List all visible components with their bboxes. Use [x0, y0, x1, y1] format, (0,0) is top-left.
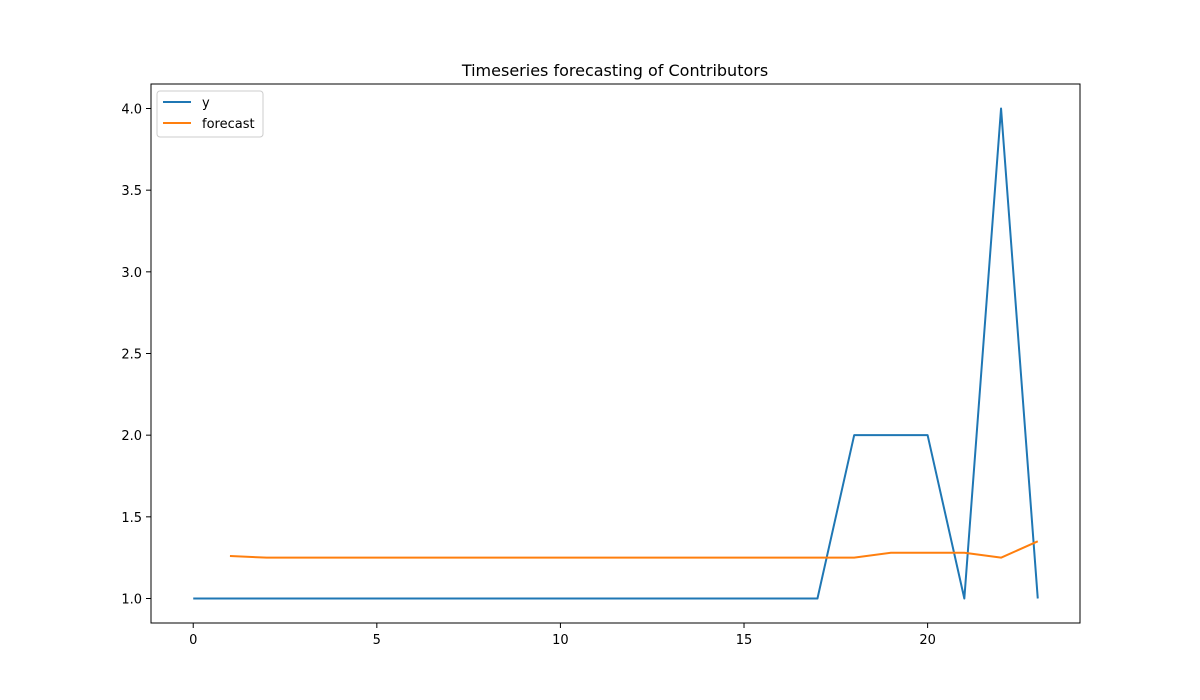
y-tick-label: 4.0 [121, 103, 142, 118]
x-tick-label: 10 [552, 633, 569, 648]
series-line-forecast [229, 540, 1039, 559]
y-axis: 1.0 1.5 2.0 2.5 3.0 3.5 4.0 [121, 103, 151, 608]
plot-frame [150, 83, 1081, 624]
y-tick-label: 3.5 [121, 184, 142, 199]
x-tick-label: 0 [189, 633, 197, 648]
series-layer [193, 107, 1039, 600]
y-tick-label: 1.0 [121, 593, 142, 608]
x-tick-label: 15 [736, 633, 753, 648]
legend-label-y: y [202, 96, 210, 111]
series-line-y [193, 107, 1039, 600]
y-tick-label: 2.5 [121, 348, 142, 363]
chart-title: Timeseries forecasting of Contributors [461, 61, 768, 80]
legend: y forecast [156, 90, 264, 138]
x-axis: 0 5 10 15 20 [189, 623, 936, 648]
y-tick-label: 1.5 [121, 511, 142, 526]
y-tick-label: 3.0 [121, 266, 142, 281]
legend-label-forecast: forecast [202, 117, 255, 132]
y-tick-label: 2.0 [121, 429, 142, 444]
x-tick-label: 5 [373, 633, 381, 648]
x-tick-label: 20 [919, 633, 936, 648]
